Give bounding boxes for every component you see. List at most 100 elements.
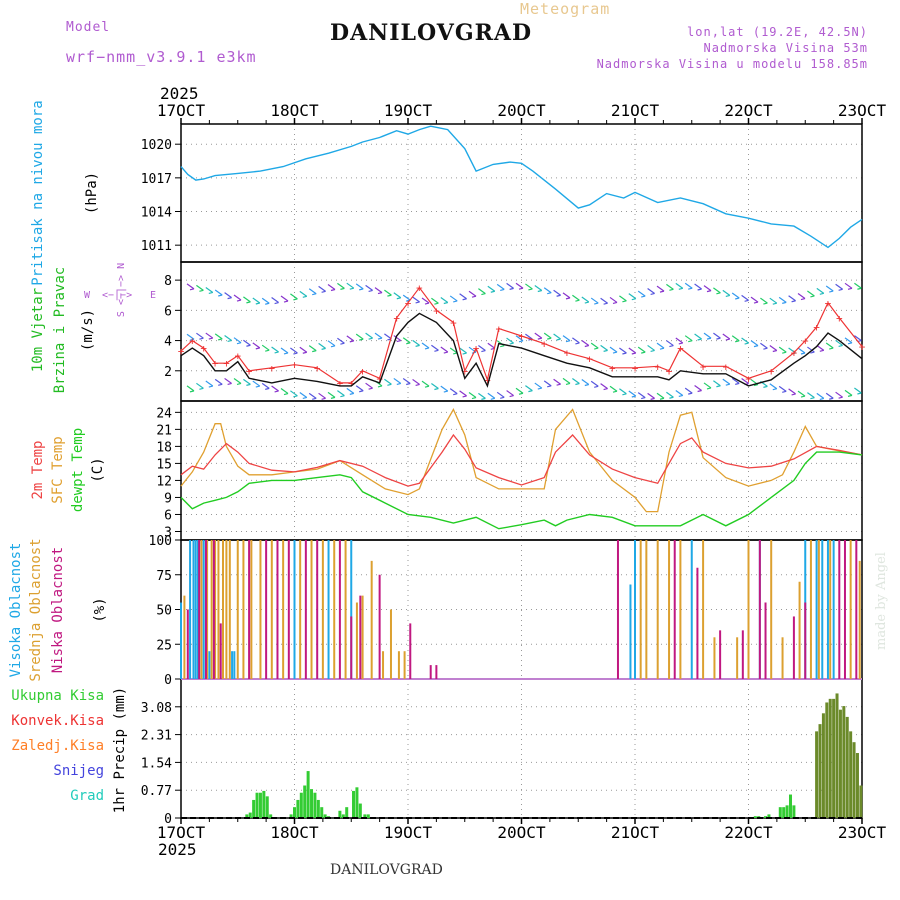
wind-barb-arrow (443, 351, 448, 354)
precip-bar (835, 693, 839, 818)
wind-barb-arrow (302, 396, 307, 400)
wind-barb-arrow (628, 293, 637, 300)
wind-barb-arrow (637, 290, 646, 297)
wind-barb-arrow (443, 301, 448, 305)
wind-barb-arrow (769, 344, 778, 351)
wind-barb-arrow (594, 302, 599, 305)
wind-barb-arrow (669, 344, 674, 348)
wind-barb-arrow (330, 396, 336, 399)
precip-bar (855, 753, 859, 818)
wind-barb-arrow (396, 297, 401, 300)
wind-gust-marker: + (393, 312, 400, 325)
wind-barb-arrow (637, 392, 646, 399)
wind-barb-arrow (750, 296, 759, 303)
wind-barb-arrow (575, 382, 580, 386)
wind-barb-arrow (308, 345, 317, 352)
wind-barb-arrow (575, 299, 580, 302)
y-tick-label: 9 (164, 491, 172, 506)
wind-barb-arrow (471, 396, 477, 400)
wind-barb-arrow (603, 302, 608, 305)
y-tick-label: 15 (156, 457, 172, 472)
wind-barb-arrow (735, 382, 740, 385)
wind-gust-marker: + (586, 353, 593, 366)
wind-barb-arrow (243, 378, 251, 385)
precip-bar (265, 796, 269, 818)
y-tick-label: 3.08 (141, 701, 172, 716)
wind-barb-arrow (224, 292, 232, 299)
wind-gust-marker: + (825, 297, 832, 310)
wind-barb-arrow (365, 382, 373, 389)
wind-barb-arrow (797, 390, 806, 397)
y-tick-label: 1017 (141, 172, 172, 187)
precip-bar (262, 790, 266, 818)
wind-barb-arrow (261, 382, 270, 389)
wind-barb-arrow (703, 382, 712, 389)
wind-barb-arrow (772, 349, 777, 353)
precip-bar (792, 805, 796, 818)
wind-barb-arrow (675, 282, 684, 289)
wind-barb-arrow (829, 397, 834, 400)
wind-barb-arrow (377, 292, 383, 295)
wind-barb-arrow (675, 389, 684, 396)
wind-barb-arrow (684, 387, 693, 394)
wind-barb-arrow (807, 346, 815, 353)
wind-barb-arrow (782, 351, 787, 354)
wind-barb-arrow (271, 385, 279, 392)
wind-barb-arrow (525, 283, 533, 290)
wind-gust-marker: + (677, 342, 684, 355)
wind-barb-arrow (713, 332, 721, 339)
wind-barb-arrow (603, 349, 608, 352)
wind-barb-arrow (330, 288, 336, 292)
wind-barb-arrow (518, 340, 524, 343)
wind-barb-arrow (829, 347, 834, 350)
wind-barb-arrow (255, 302, 260, 305)
wind-barb-arrow (553, 333, 561, 340)
wind-barb-arrow (590, 297, 599, 304)
wind-barb-arrow (318, 342, 326, 349)
wind-barb-arrow (340, 287, 345, 290)
wind-barb-arrow (312, 293, 317, 296)
wind-barb-arrow (697, 338, 702, 341)
wind-barb-arrow (847, 342, 853, 345)
wind-barb-arrow (810, 397, 815, 400)
year-label-bottom: 2025 (158, 840, 197, 859)
wind-barb-arrow (299, 346, 308, 353)
wind-barb-arrow (556, 383, 561, 386)
wind-barb-arrow (725, 294, 730, 297)
wind-barb-arrow (312, 350, 317, 353)
wind-barb-arrow (581, 296, 590, 303)
wind-barb-arrow (283, 300, 289, 303)
wind-barb-arrow (694, 385, 702, 391)
wind-barb-arrow (838, 288, 843, 291)
wind-barb-arrow (312, 397, 317, 400)
elevation-label: Nadmorska Visina 53m (703, 41, 868, 55)
wind-barb-arrow (290, 293, 298, 300)
wind-gust-marker: + (291, 359, 298, 372)
wind-barb-arrow (612, 301, 618, 305)
wind-barb-arrow (233, 337, 242, 344)
wind-barb-arrow (318, 285, 326, 292)
precip-bar (849, 731, 853, 818)
wind-barb-arrow (763, 347, 768, 350)
wind-barb-arrow (468, 392, 477, 399)
wind-barb-arrow (641, 295, 646, 298)
wind-barb-arrow (619, 388, 627, 395)
y-tick-label: 25 (156, 638, 172, 653)
x-tick-label-bottom: 19OCT (384, 823, 433, 842)
wind-barb-arrow (590, 380, 599, 387)
wind-barb-arrow (791, 300, 796, 303)
wind-barb-arrow (196, 284, 204, 291)
wind-barb-arrow (293, 395, 298, 398)
wind-barb-arrow (318, 392, 326, 399)
wind-barb-arrow (359, 288, 364, 291)
wind-barb-arrow (647, 344, 655, 351)
wind-barb-arrow (810, 351, 815, 354)
wind-barb-arrow (186, 283, 195, 290)
wind-barb-arrow (453, 393, 458, 396)
y-tick-label: 0.77 (141, 784, 172, 799)
y-tick-label: 3 (164, 525, 172, 540)
wind-barb-arrow (829, 290, 834, 293)
wind-barb-arrow (534, 285, 543, 292)
wind-barb-arrow (349, 340, 354, 343)
wind-barb-arrow (594, 385, 599, 388)
